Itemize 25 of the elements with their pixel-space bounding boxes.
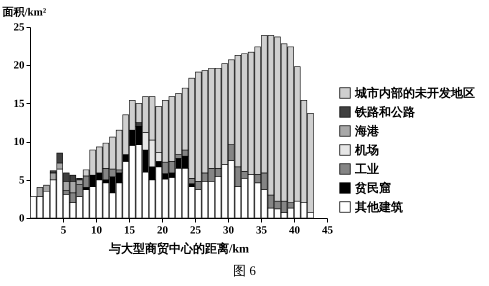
y-tick-label: 0 <box>19 212 25 224</box>
legend-label: 铁路和公路 <box>354 105 416 119</box>
legend-label: 海港 <box>354 124 380 138</box>
x-tick-label: 40 <box>289 224 300 236</box>
x-tick-label: 15 <box>124 224 136 236</box>
y-axis-title: 面积/km² <box>2 6 47 18</box>
y-tick-label: 10 <box>14 136 25 148</box>
x-tick-label: 35 <box>256 224 268 236</box>
x-tick-label: 25 <box>190 224 202 236</box>
y-tick-label: 20 <box>14 60 25 72</box>
x-axis-title: 与大型商贸中心的距离/km <box>108 242 250 256</box>
legend-label: 贫民窟 <box>354 181 391 195</box>
y-tick-label: 15 <box>14 98 25 110</box>
x-tick-label: 30 <box>223 224 234 236</box>
y-tick-label: 25 <box>14 22 25 34</box>
x-tick-label: 45 <box>322 224 334 236</box>
legend-label: 工业 <box>354 162 379 176</box>
caption: 图 6 <box>232 262 257 280</box>
legend-label: 其他建筑 <box>354 200 403 214</box>
x-tick-label: 20 <box>157 224 168 236</box>
y-tick-label: 5 <box>19 174 25 186</box>
x-tick-label: 10 <box>91 224 102 236</box>
legend-label: 城市内部的未开发地区 <box>354 86 475 100</box>
legend-label: 机场 <box>354 143 379 157</box>
x-tick-label: 5 <box>60 224 67 236</box>
